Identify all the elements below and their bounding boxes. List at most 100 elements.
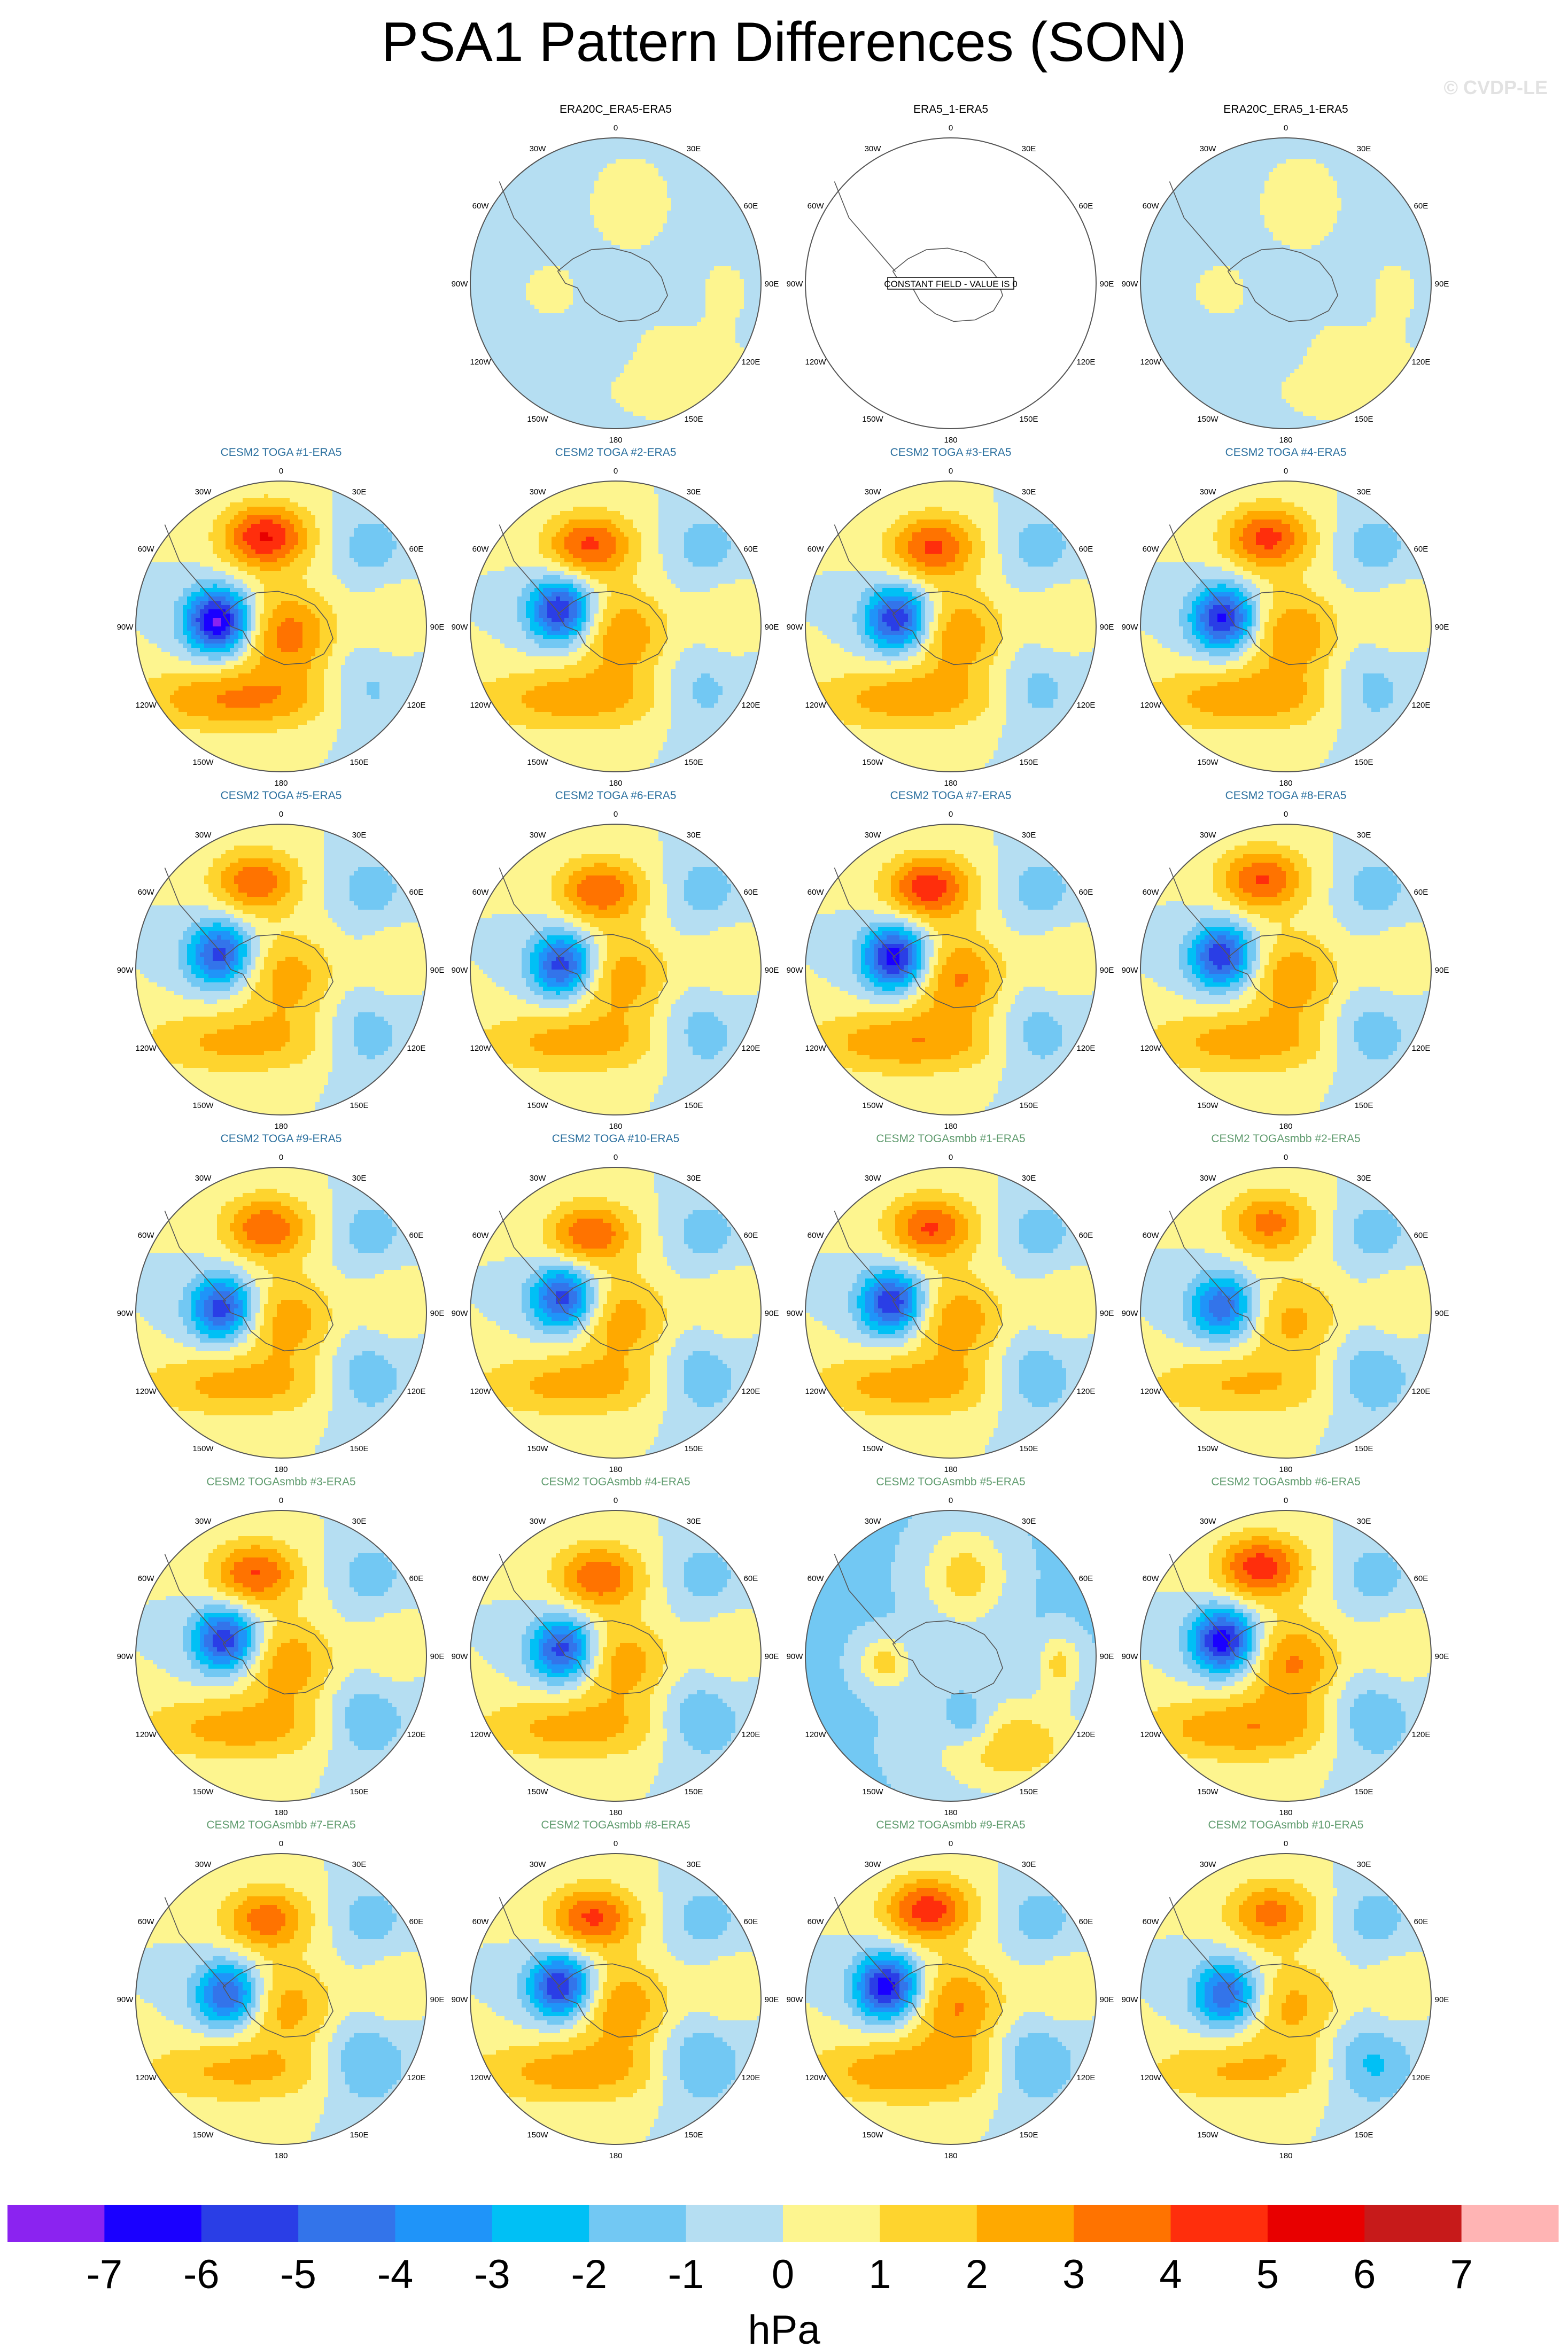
meridian-label: 60W <box>808 1231 825 1240</box>
meridian-label: 120E <box>407 1387 425 1396</box>
meridian-label: 150E <box>1354 1101 1373 1110</box>
meridian-label: 120E <box>1411 701 1430 710</box>
meridian-label: 30W <box>195 831 212 840</box>
meridian-label: 180 <box>944 1465 957 1474</box>
meridian-label: 150E <box>1019 1787 1038 1796</box>
panel-title: CESM2 TOGA #10-ERA5 <box>552 1133 680 1145</box>
meridian-label: 90E <box>1100 966 1114 975</box>
meridian-label: 30W <box>195 1517 212 1526</box>
contour-field <box>1140 1510 1432 1802</box>
map-panel: 030E60E90E120E150E180150W120W90W60W30WCE… <box>1122 1133 1449 1474</box>
meridian-label: 90W <box>452 1995 469 2004</box>
meridian-label: 150W <box>1197 2130 1218 2140</box>
colorbar-unit: hPa <box>748 2307 820 2348</box>
map-panel: 030E60E90E120E150E180150W120W90W60W30WCE… <box>117 1819 445 2160</box>
meridian-label: 30E <box>687 487 701 497</box>
meridian-label: 60W <box>808 1917 825 1926</box>
contour-field <box>136 1510 427 1802</box>
contour-field <box>1140 481 1432 772</box>
meridian-label: 60E <box>1414 1231 1429 1240</box>
colorbar-tick-label: -4 <box>377 2252 414 2297</box>
meridian-label: 150W <box>527 1787 548 1796</box>
meridian-label: 120W <box>805 1044 827 1053</box>
meridian-label: 120E <box>741 1730 760 1739</box>
map-panel: 030E60E90E120E150E180150W120W90W60W30WCE… <box>117 1476 445 1817</box>
panel-title: CESM2 TOGAsmbb #10-ERA5 <box>1208 1819 1363 1831</box>
meridian-label: 90W <box>1122 1309 1139 1318</box>
contour-field <box>470 138 762 429</box>
meridian-label: 60W <box>1143 1917 1160 1926</box>
map-panel: 030E60E90E120E150E180150W120W90W60W30WER… <box>452 103 779 445</box>
meridian-label: 90W <box>1122 1995 1139 2004</box>
contour-field <box>805 1510 1097 1802</box>
meridian-label: 60E <box>409 545 424 554</box>
meridian-label: 150E <box>350 1444 368 1453</box>
meridian-label: 90E <box>1435 1309 1449 1318</box>
meridian-label: 90E <box>1435 966 1449 975</box>
meridian-label: 90W <box>117 966 134 975</box>
meridian-label: 30W <box>195 1174 212 1183</box>
meridian-label: 180 <box>609 779 622 788</box>
meridian-label: 120E <box>741 1044 760 1053</box>
colorbar-tick-label: 5 <box>1256 2252 1279 2297</box>
map-panel: 030E60E90E120E150E180150W120W90W60W30WCE… <box>787 789 1114 1131</box>
meridian-label: 0 <box>614 467 618 476</box>
panel-title: CESM2 TOGAsmbb #4-ERA5 <box>541 1476 690 1488</box>
map-panel: 030E60E90E120E150E180150W120W90W60W30WCE… <box>787 1476 1114 1817</box>
meridian-label: 180 <box>609 436 622 445</box>
meridian-label: 30E <box>352 831 367 840</box>
meridian-label: 150E <box>684 1444 703 1453</box>
meridian-label: 120W <box>470 1730 492 1739</box>
meridian-label: 150E <box>1019 2130 1038 2140</box>
colorbar-tick-label: -3 <box>474 2252 510 2297</box>
meridian-label: 60W <box>1143 202 1160 211</box>
map-panel: 030E60E90E120E150E180150W120W90W60W30WCE… <box>787 1819 1114 2160</box>
meridian-label: 60E <box>409 1231 424 1240</box>
colorbar-swatch <box>1074 2205 1171 2242</box>
meridian-label: 120E <box>1076 1387 1095 1396</box>
meridian-label: 30E <box>1022 1860 1036 1869</box>
meridian-label: 30E <box>1357 144 1371 153</box>
map-panel: 030E60E90E120E150E180150W120W90W60W30WCE… <box>452 1476 779 1817</box>
colorbar-swatch <box>589 2205 686 2242</box>
meridian-label: 90E <box>765 1309 779 1318</box>
meridian-label: 30E <box>352 1860 367 1869</box>
meridian-label: 60E <box>1414 1917 1429 1926</box>
meridian-label: 0 <box>279 1496 283 1505</box>
contour-field <box>1140 824 1432 1115</box>
colorbar-swatch <box>104 2205 201 2242</box>
panel-title: CESM2 TOGA #9-ERA5 <box>221 1133 342 1145</box>
meridian-label: 120W <box>805 1730 827 1739</box>
meridian-label: 150W <box>1197 1101 1218 1110</box>
meridian-label: 30W <box>865 487 882 497</box>
meridian-label: 30E <box>1357 1174 1371 1183</box>
meridian-label: 30E <box>1357 1517 1371 1526</box>
meridian-label: 30E <box>352 1517 367 1526</box>
meridian-label: 90E <box>1435 1652 1449 1661</box>
meridian-label: 60E <box>409 888 424 897</box>
meridian-label: 120W <box>136 1044 157 1053</box>
meridian-label: 60E <box>1079 1231 1093 1240</box>
meridian-label: 150W <box>527 415 548 424</box>
meridian-label: 30E <box>1022 487 1036 497</box>
meridian-label: 120E <box>1076 701 1095 710</box>
contour-field <box>470 1167 762 1459</box>
meridian-label: 0 <box>949 810 953 819</box>
meridian-label: 150W <box>862 415 883 424</box>
meridian-label: 0 <box>1284 1153 1288 1162</box>
colorbar-swatch <box>1364 2205 1462 2242</box>
meridian-label: 60E <box>744 202 758 211</box>
meridian-label: 60E <box>1414 888 1429 897</box>
meridian-label: 60W <box>138 1231 155 1240</box>
meridian-label: 120E <box>407 701 425 710</box>
meridian-label: 150E <box>1354 758 1373 767</box>
meridian-label: 30W <box>1200 144 1217 153</box>
meridian-label: 30E <box>687 144 701 153</box>
meridian-label: 150W <box>1197 1444 1218 1453</box>
map-panel: 030E60E90E120E150E180150W120W90W60W30WCE… <box>1122 789 1449 1131</box>
meridian-label: 150W <box>527 2130 548 2140</box>
meridian-label: 150E <box>350 1101 368 1110</box>
meridian-label: 60E <box>1079 1574 1093 1583</box>
meridian-label: 0 <box>614 123 618 133</box>
